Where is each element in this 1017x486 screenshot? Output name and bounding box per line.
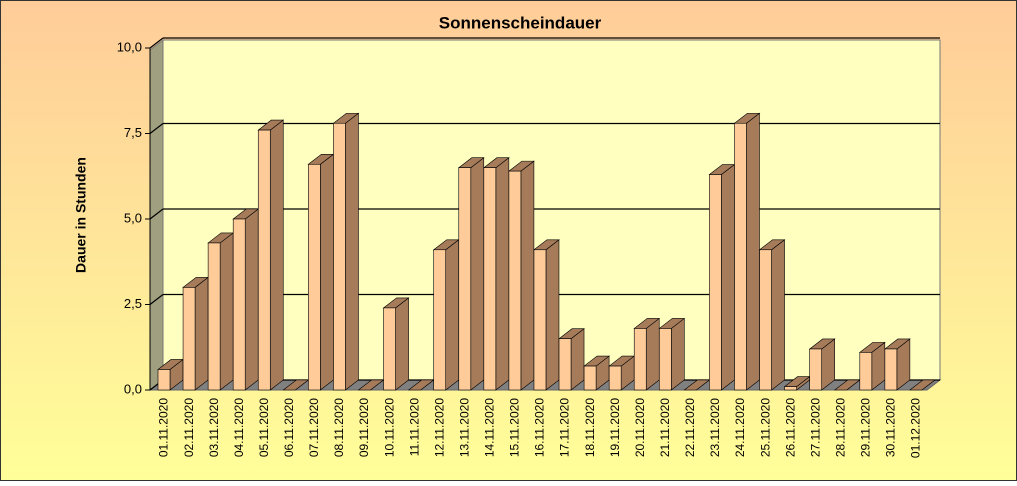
y-tick-label: 5,0 bbox=[124, 210, 142, 225]
bar bbox=[633, 328, 647, 391]
bar-side bbox=[269, 119, 284, 391]
bar bbox=[533, 249, 547, 391]
bar bbox=[658, 328, 672, 391]
bar-top bbox=[909, 379, 936, 391]
y-axis-label: Dauer in Stunden bbox=[73, 157, 89, 273]
y-tick-label: 0,0 bbox=[124, 381, 142, 396]
bar bbox=[182, 287, 196, 391]
bar-side bbox=[395, 297, 409, 391]
bar-side bbox=[345, 112, 359, 391]
x-tick-label: 07.11.2020 bbox=[307, 398, 321, 457]
x-tick-label: 13.11.2020 bbox=[457, 398, 471, 457]
x-tick-label: 16.11.2020 bbox=[533, 398, 547, 457]
grid-line bbox=[149, 208, 164, 220]
x-tick-label: 26.11.2020 bbox=[783, 398, 797, 457]
bar bbox=[859, 352, 873, 391]
bar-side bbox=[495, 157, 510, 391]
x-tick-label: 12.11.2020 bbox=[432, 398, 446, 457]
bar bbox=[759, 249, 772, 391]
x-tick-label: 21.11.2020 bbox=[658, 398, 672, 457]
bar-side bbox=[771, 239, 785, 391]
x-tick-label: 06.11.2020 bbox=[282, 398, 296, 457]
bar-side bbox=[445, 239, 460, 391]
bar bbox=[157, 369, 171, 391]
grid-line bbox=[149, 37, 164, 49]
bar bbox=[508, 170, 522, 391]
bar bbox=[207, 242, 221, 391]
bar bbox=[558, 338, 572, 391]
bar-side bbox=[520, 160, 535, 391]
bar bbox=[608, 365, 622, 391]
bar-side bbox=[746, 112, 760, 391]
x-tick-label: 25.11.2020 bbox=[758, 398, 772, 457]
bar bbox=[458, 167, 472, 391]
bar bbox=[433, 249, 447, 391]
x-tick-label: 14.11.2020 bbox=[483, 398, 497, 457]
x-tick-label: 28.11.2020 bbox=[833, 398, 847, 457]
x-tick-label: 11.11.2020 bbox=[407, 398, 421, 457]
bar bbox=[232, 218, 246, 391]
bar-side bbox=[470, 157, 485, 391]
y-tick-label: 10,0 bbox=[117, 39, 142, 54]
bar-side bbox=[320, 153, 334, 391]
bar bbox=[383, 307, 396, 391]
bar bbox=[333, 122, 346, 391]
x-tick-label: 30.11.2020 bbox=[884, 398, 898, 457]
x-tick-label: 01.12.2020 bbox=[909, 398, 923, 458]
bar bbox=[784, 386, 797, 391]
x-tick-label: 23.11.2020 bbox=[708, 398, 722, 457]
bar bbox=[483, 167, 497, 391]
x-tick-label: 09.11.2020 bbox=[357, 398, 371, 457]
bar-side bbox=[570, 328, 585, 391]
x-tick-label: 19.11.2020 bbox=[608, 398, 622, 457]
bar-side bbox=[194, 276, 209, 391]
bar-side bbox=[545, 239, 560, 391]
x-tick-label: 03.11.2020 bbox=[207, 398, 221, 457]
x-tick-label: 24.11.2020 bbox=[733, 398, 747, 457]
bar bbox=[884, 348, 898, 391]
x-tick-label: 08.11.2020 bbox=[332, 398, 346, 457]
bar-side bbox=[645, 317, 660, 391]
bar bbox=[709, 174, 722, 391]
y-tick-label: 2,5 bbox=[124, 296, 142, 311]
bar-side bbox=[670, 317, 685, 391]
bar-side bbox=[244, 208, 259, 391]
bar bbox=[257, 129, 271, 391]
bar bbox=[308, 163, 321, 391]
x-tick-label: 20.11.2020 bbox=[633, 398, 647, 457]
side-wall bbox=[149, 38, 164, 392]
x-tick-label: 22.11.2020 bbox=[683, 398, 697, 457]
y-tick-label: 7,5 bbox=[124, 125, 142, 140]
x-tick-label: 10.11.2020 bbox=[382, 398, 396, 457]
bar bbox=[583, 365, 597, 391]
chart-title: Sonnenscheindauer bbox=[439, 13, 602, 32]
x-tick-label: 17.11.2020 bbox=[558, 398, 572, 457]
x-tick-label: 04.11.2020 bbox=[232, 398, 246, 457]
x-tick-label: 15.11.2020 bbox=[508, 398, 522, 457]
bar bbox=[809, 348, 822, 391]
grid-line bbox=[149, 123, 164, 134]
bar bbox=[734, 122, 747, 391]
bar-side bbox=[721, 163, 735, 391]
x-tick-label: 29.11.2020 bbox=[859, 398, 873, 457]
x-tick-label: 27.11.2020 bbox=[808, 398, 822, 457]
grid-line bbox=[149, 294, 164, 305]
x-tick-label: 18.11.2020 bbox=[583, 398, 597, 457]
x-tick-label: 05.11.2020 bbox=[257, 398, 271, 457]
bar-side bbox=[219, 232, 234, 391]
x-tick-label: 02.11.2020 bbox=[182, 398, 196, 457]
x-tick-label: 01.11.2020 bbox=[157, 398, 171, 457]
